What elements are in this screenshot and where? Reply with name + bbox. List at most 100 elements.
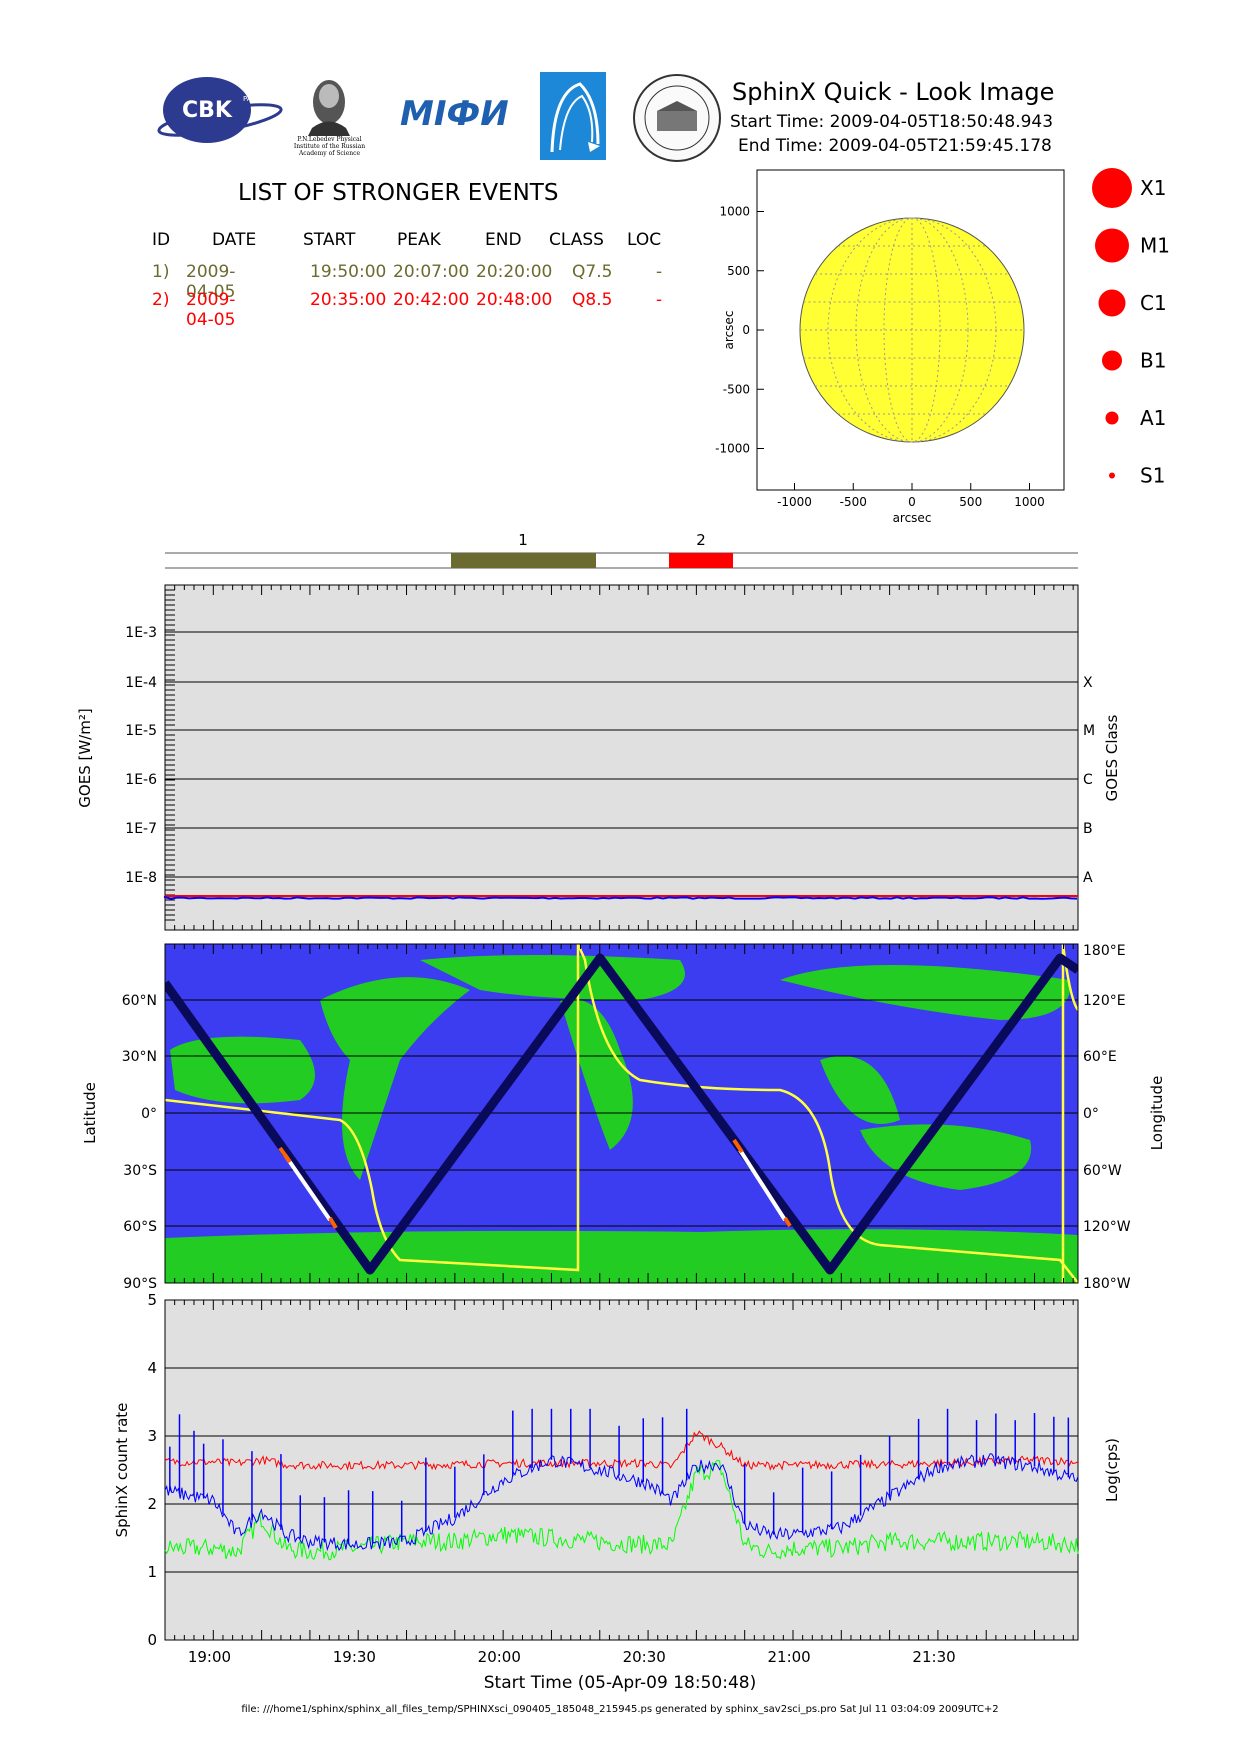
orbit-track-highlight bbox=[732, 1138, 792, 1228]
trajectory-logo bbox=[540, 72, 606, 160]
event-peak: 20:07:00 bbox=[393, 262, 470, 282]
goes-y-tick-label: 1E-5 bbox=[125, 723, 157, 739]
event-date: 2009-04-05 bbox=[186, 290, 236, 330]
flare-legend-label: M1 bbox=[1140, 234, 1170, 258]
orbit-track-highlight bbox=[278, 1146, 338, 1230]
orbit-ylabel: Latitude bbox=[81, 1082, 99, 1144]
sun-x-tick-label: -500 bbox=[840, 495, 867, 509]
orbit-panel: 60°N 30°N 0° 30°S 60°S 90°S 180°E 120°E 60°E 0° 60… bbox=[81, 943, 1166, 1292]
orbit-lon-tick-label: 0° bbox=[1083, 1106, 1099, 1122]
event-loc: - bbox=[656, 262, 663, 282]
event-date: 2009-04-05 bbox=[186, 262, 236, 302]
event-end: 20:20:00 bbox=[476, 262, 553, 282]
count-y-tick-label: 0 bbox=[147, 1631, 157, 1649]
sun-x-tick-label: -1000 bbox=[777, 495, 812, 509]
orbit-track-highlight bbox=[283, 1153, 332, 1222]
goes-ylabel: GOES [W/m²] bbox=[76, 708, 94, 807]
sun-y-tick-label: -500 bbox=[723, 382, 750, 396]
col-peak: PEAK bbox=[397, 230, 441, 250]
orbit-y2label: Longitude bbox=[1148, 1076, 1166, 1151]
goes-class-tick-label: C bbox=[1083, 772, 1093, 788]
cbk-pan-logo: CBK PAN bbox=[145, 75, 285, 145]
event-bar-label-1: 1 bbox=[518, 531, 528, 549]
flare-size-legend: X1 M1 C1 B1 A1 S1 bbox=[1092, 168, 1170, 488]
sun-map: -1000 -500 0 500 1000 1000 500 0 -500 -1000 arcse… bbox=[715, 169, 1065, 525]
cbk-logo-subtext: PAN bbox=[243, 95, 257, 103]
orbit-landmass bbox=[320, 977, 470, 1180]
events-heading: LIST OF STRONGER EVENTS bbox=[238, 180, 559, 206]
flare-legend-label: C1 bbox=[1140, 291, 1167, 315]
count-y2label: Log(cps) bbox=[1103, 1438, 1121, 1502]
goes-class-tick-label: M bbox=[1083, 723, 1095, 739]
orbit-lon-tick-label: 180°W bbox=[1083, 1276, 1131, 1292]
count-x-tick-label: 21:30 bbox=[912, 1648, 955, 1666]
sun-y-tick-label: 1000 bbox=[719, 205, 750, 219]
orbit-lon-tick-label: 120°W bbox=[1083, 1219, 1131, 1235]
mfpi-logo: MIФИ bbox=[395, 80, 525, 140]
goes-y-tick-label: 1E-7 bbox=[125, 821, 157, 837]
count-x-tick-label: 19:00 bbox=[188, 1648, 231, 1666]
flare-legend-marker bbox=[1092, 168, 1132, 208]
count-x-tick-label: 19:30 bbox=[333, 1648, 376, 1666]
goes-plot-area bbox=[164, 584, 1079, 931]
page-title: SphinX Quick - Look Image bbox=[732, 78, 1055, 106]
orbit-lon-tick-label: 60°W bbox=[1083, 1163, 1122, 1179]
count-series-blue bbox=[164, 1453, 1079, 1552]
goes-class-tick-label: X bbox=[1083, 675, 1093, 691]
flare-legend-marker bbox=[1095, 228, 1129, 263]
sun-y-tick-label: 500 bbox=[727, 264, 750, 278]
event-class: Q8.5 bbox=[572, 290, 613, 310]
sun-x-tick-label: 0 bbox=[908, 495, 916, 509]
count-rate-panel: 0 1 2 3 4 5 19:00 19:30 20:00 20:30 21:00 21:30 Sph… bbox=[113, 1291, 1121, 1693]
lebedev-caption: P.N.Lebedev Physical Institute of the Ru… bbox=[293, 136, 366, 157]
event-start: 20:35:00 bbox=[310, 290, 387, 310]
orbit-lat-tick-label: 90°S bbox=[123, 1276, 157, 1292]
event-end: 20:48:00 bbox=[476, 290, 553, 310]
orbit-landmass bbox=[170, 1036, 315, 1104]
count-y-tick-label: 3 bbox=[147, 1427, 157, 1445]
orbit-lat-tick-label: 30°S bbox=[123, 1163, 157, 1179]
sun-grid-meridian bbox=[827, 217, 997, 443]
orbit-lon-tick-label: 60°E bbox=[1083, 1049, 1117, 1065]
university-seal-logo bbox=[632, 73, 722, 163]
flare-legend-marker bbox=[1098, 289, 1126, 317]
sun-grid-meridian bbox=[883, 217, 941, 443]
cbk-logo-text: CBK bbox=[182, 98, 233, 123]
col-loc: LOC bbox=[627, 230, 662, 250]
count-y-tick-label: 2 bbox=[147, 1495, 157, 1513]
goes-class-tick-label: A bbox=[1083, 870, 1093, 886]
count-ylabel: SphinX count rate bbox=[113, 1403, 131, 1538]
goes-y-tick-label: 1E-6 bbox=[125, 772, 157, 788]
count-x-tick-label: 20:30 bbox=[623, 1648, 666, 1666]
orbit-lon-tick-label: 120°E bbox=[1083, 993, 1126, 1009]
goes-class-tick-label: B bbox=[1083, 821, 1093, 837]
goes-y-tick-label: 1E-3 bbox=[125, 625, 157, 641]
orbit-landmass bbox=[820, 1056, 900, 1124]
flare-legend-label: X1 bbox=[1140, 176, 1166, 200]
mfpi-logo-text: MIФИ bbox=[400, 94, 509, 134]
lebedev-institute-logo: P.N.Lebedev Physical Institute of the Ru… bbox=[292, 70, 367, 160]
flare-legend-marker bbox=[1105, 411, 1119, 425]
col-start: START bbox=[303, 230, 356, 250]
event-bar-label-2: 2 bbox=[696, 531, 706, 549]
sun-map-ylabel: arcsec bbox=[722, 311, 736, 350]
col-end: END bbox=[485, 230, 522, 250]
count-series-green bbox=[164, 1459, 1079, 1561]
count-series-red bbox=[164, 1430, 1079, 1471]
orbit-frame bbox=[164, 943, 1079, 1284]
orbit-track-highlight bbox=[738, 1148, 787, 1222]
sun-y-tick-label: -1000 bbox=[715, 442, 750, 456]
event-class: Q7.5 bbox=[572, 262, 613, 282]
orbit-lat-tick-label: 60°N bbox=[122, 993, 157, 1009]
event-bar: 1 2 bbox=[165, 531, 1078, 569]
orbit-lon-tick-label: 180°E bbox=[1083, 943, 1126, 959]
orbit-yellow-contour bbox=[165, 944, 580, 1272]
event-id: 1) bbox=[152, 262, 170, 282]
goes-panel: 1E-3 1E-4 1E-5 1E-6 1E-7 1E-8 X M C B A GOES [W/m²… bbox=[76, 584, 1121, 931]
orbit-yellow-contour bbox=[1061, 944, 1078, 1011]
sun-x-tick-label: 500 bbox=[959, 495, 982, 509]
orbit-landmass bbox=[780, 965, 1071, 1020]
sun-map-xlabel: arcsec bbox=[893, 511, 932, 525]
count-y-tick-label: 5 bbox=[147, 1291, 157, 1309]
